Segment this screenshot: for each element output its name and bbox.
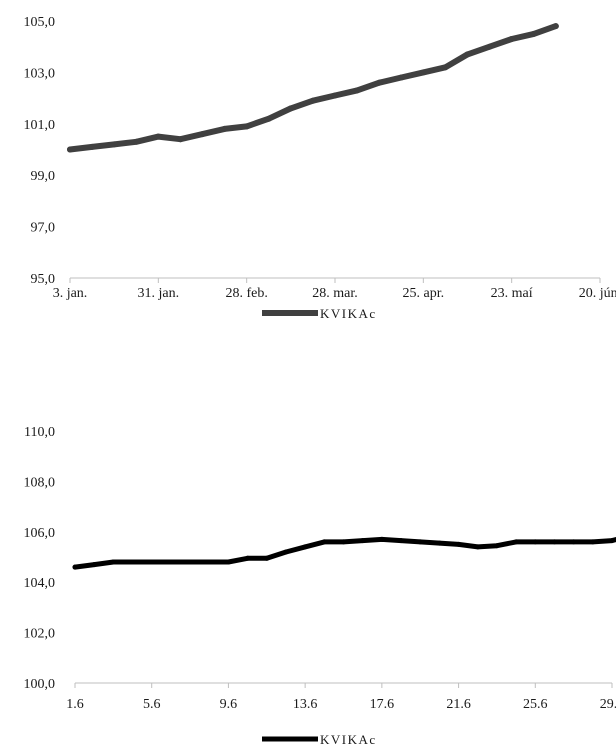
y-tick-label: 106,0 [24, 526, 56, 541]
data-point [168, 559, 174, 565]
legend: KVIKAc [262, 306, 377, 321]
x-tick-label: 31. jan. [138, 286, 180, 301]
data-point [243, 123, 250, 130]
data-point [360, 538, 366, 544]
data-point [264, 555, 270, 561]
x-tick-label: 1.6 [66, 697, 84, 712]
data-point [91, 562, 97, 568]
data-point [552, 23, 559, 30]
data-point [494, 543, 500, 549]
data-point [130, 559, 135, 565]
data-point [265, 115, 272, 122]
data-point [221, 125, 228, 132]
data-point [486, 43, 493, 50]
legend: KVIKAc [262, 732, 377, 747]
y-tick-label: 102,0 [24, 627, 56, 642]
data-point [609, 538, 615, 544]
data-point [177, 136, 184, 143]
data-point [332, 92, 338, 99]
x-tick-label: 9.6 [220, 697, 238, 712]
y-tick-label: 110,0 [24, 425, 55, 440]
x-tick-label: 21.6 [446, 697, 471, 712]
data-point [442, 64, 449, 71]
data-point [436, 540, 442, 546]
chart-2: 100,0 102,0 104,0 106,0 108,0 110,0 1.6 5.6 9.6 1… [24, 425, 616, 747]
data-point [287, 105, 294, 112]
data-point [590, 539, 596, 545]
legend-label: KVIKAc [320, 306, 377, 321]
y-tick-label: 95,0 [31, 272, 56, 287]
data-point [111, 141, 118, 148]
data-point [302, 544, 308, 550]
data-point [155, 133, 162, 140]
data-point [149, 559, 155, 565]
x-tick-label: 28. mar. [312, 286, 358, 301]
x-tick-label: 5.6 [143, 697, 161, 712]
data-point [456, 541, 462, 547]
data-point [513, 539, 519, 545]
data-point [72, 564, 78, 570]
data-point [321, 539, 327, 545]
y-tick-label: 104,0 [24, 576, 56, 591]
x-tick-label: 29.6 [600, 697, 616, 712]
data-point [398, 74, 405, 81]
data-point [341, 539, 346, 545]
y-tick-label: 108,0 [24, 475, 56, 490]
y-tick-label: 100,0 [24, 677, 56, 692]
data-point [530, 30, 537, 37]
data-point [133, 138, 140, 145]
data-point [354, 87, 361, 94]
data-point [464, 51, 471, 58]
data-point [376, 79, 383, 86]
data-point [398, 538, 404, 544]
legend-label: KVIKAc [320, 732, 377, 747]
x-tick-label: 17.6 [370, 697, 395, 712]
data-point [309, 97, 316, 104]
data-point [199, 131, 206, 138]
data-point [67, 146, 73, 153]
data-point [206, 559, 212, 565]
data-point [417, 539, 423, 545]
data-point [110, 559, 116, 565]
y-tick-label: 105,0 [24, 15, 56, 30]
x-tick-label: 23. maí [491, 286, 533, 301]
data-point [508, 36, 515, 42]
y-tick-label: 97,0 [31, 221, 56, 236]
data-point [187, 559, 193, 565]
data-point [225, 559, 231, 565]
data-point [379, 536, 385, 542]
y-tick-label: 103,0 [24, 66, 56, 81]
data-point [89, 143, 96, 150]
x-tick-label: 28. feb. [225, 286, 267, 301]
data-point [245, 555, 251, 561]
data-point [420, 69, 427, 76]
data-point [283, 549, 289, 555]
x-tick-label: 20. jún. [579, 286, 616, 301]
x-tick-label: 13.6 [293, 697, 318, 712]
data-point [532, 539, 538, 545]
y-tick-label: 99,0 [31, 169, 56, 184]
x-tick-label: 25. apr. [403, 286, 445, 301]
x-tick-label: 25.6 [523, 697, 548, 712]
x-tick-label: 3. jan. [53, 286, 88, 301]
series-line [67, 23, 559, 153]
series-line [72, 536, 616, 570]
chart-1: 95,0 97,0 99,0 101,0 103,0 105,0 3. jan. 31. ja… [24, 15, 616, 321]
data-point [571, 539, 577, 545]
y-tick-label: 101,0 [24, 118, 56, 133]
data-point [552, 539, 557, 545]
data-point [475, 544, 481, 550]
